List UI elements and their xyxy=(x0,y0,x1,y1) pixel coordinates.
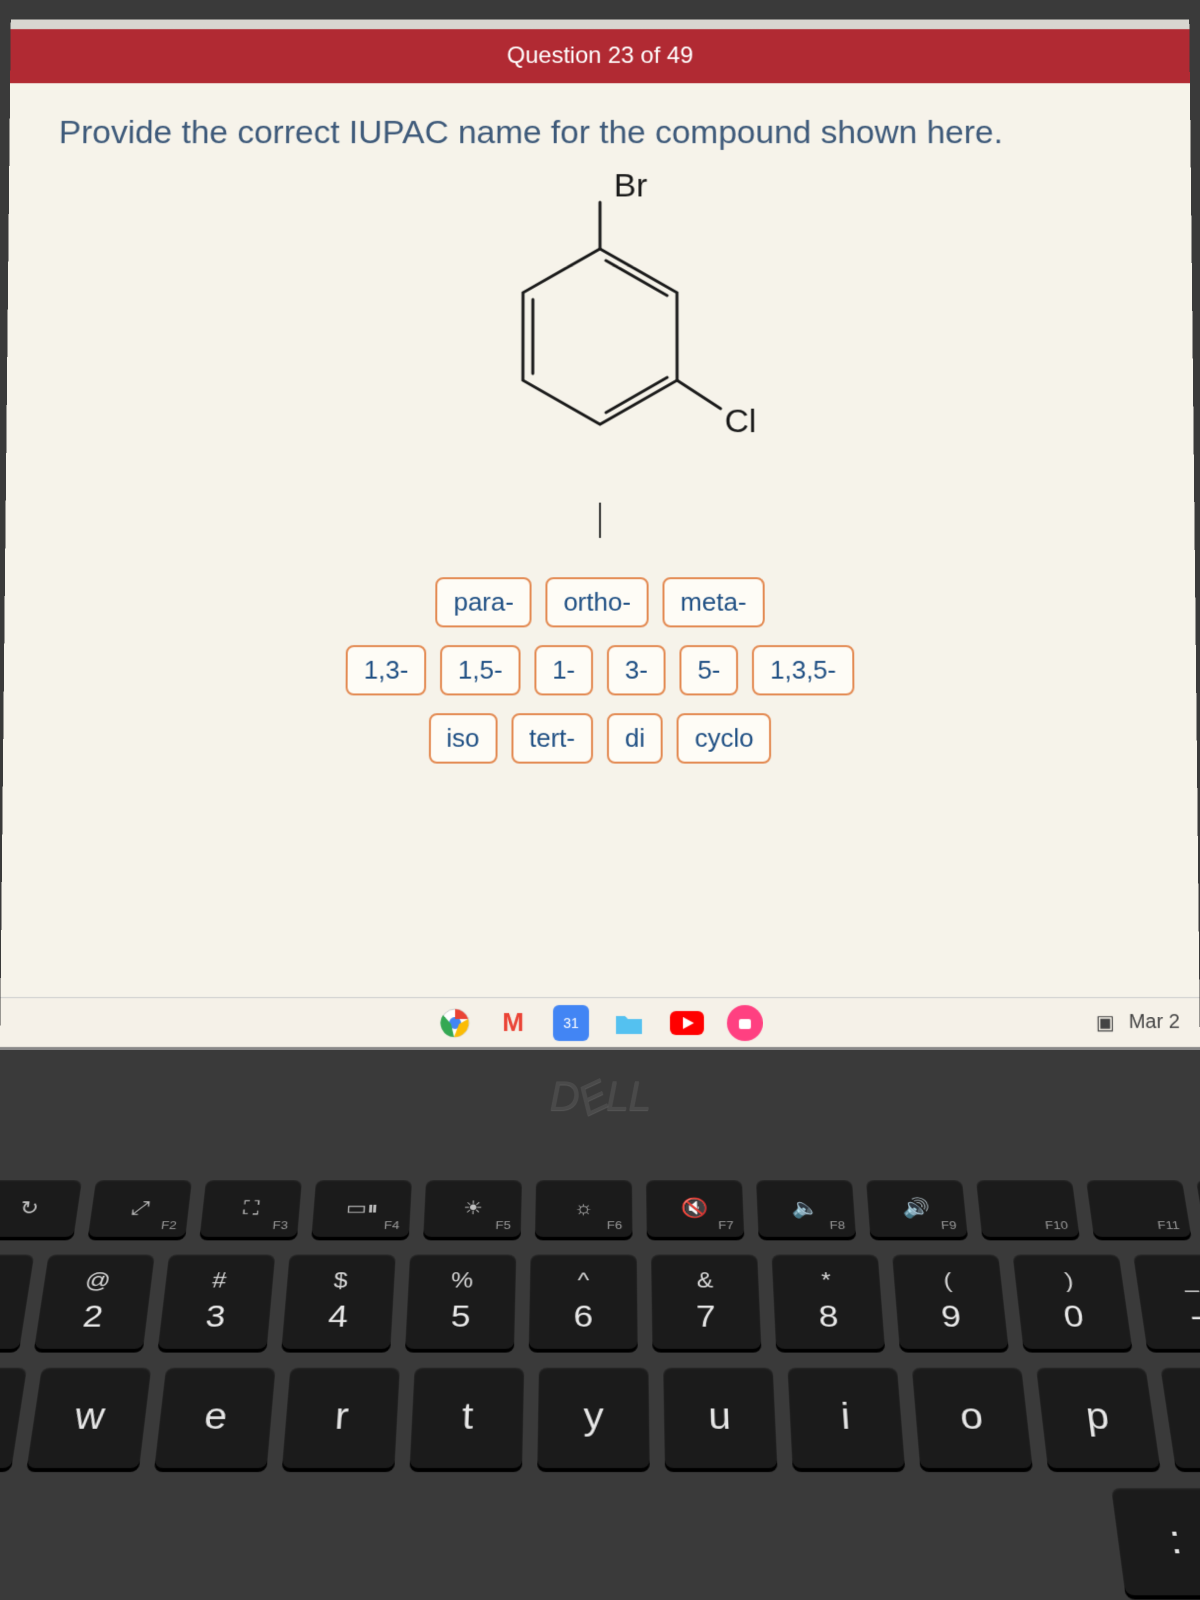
chip-1[interactable]: 1- xyxy=(534,645,593,695)
choice-bank: para- ortho- meta- 1,3- 1,5- 1- 3- 5- 1,… xyxy=(3,577,1197,763)
youtube-icon[interactable] xyxy=(669,1005,705,1041)
benzene-structure: Br Cl xyxy=(422,171,778,493)
chip-1-3[interactable]: 1,3- xyxy=(346,645,426,695)
letter-row: wertyuiop{[ xyxy=(0,1368,1200,1468)
key-r[interactable]: r xyxy=(282,1368,400,1468)
chip-1-5[interactable]: 1,5- xyxy=(440,645,520,695)
key-3[interactable]: #3 xyxy=(158,1254,276,1348)
taskbar: M 31 ▣ Mar 2 xyxy=(0,997,1200,1047)
taskbar-right: ▣ Mar 2 xyxy=(1096,1010,1180,1035)
chip-1-3-5[interactable]: 1,3,5- xyxy=(752,645,854,695)
chip-ortho[interactable]: ortho- xyxy=(546,577,649,627)
key-7[interactable]: &7 xyxy=(651,1254,761,1348)
key-F4[interactable]: ▭⏸F4 xyxy=(311,1180,412,1237)
key-t[interactable]: t xyxy=(410,1368,525,1468)
key-F5[interactable]: ☀F5 xyxy=(423,1180,522,1237)
chip-di[interactable]: di xyxy=(607,713,663,763)
key-u[interactable]: u xyxy=(663,1368,777,1468)
key-6[interactable]: ^6 xyxy=(529,1254,638,1348)
chip-para[interactable]: para- xyxy=(436,577,532,627)
tray-icon[interactable]: ▣ xyxy=(1096,1010,1115,1035)
key-F11[interactable]: F11 xyxy=(1086,1180,1191,1237)
text-caret xyxy=(599,503,601,538)
question-header: Question 23 of 49 xyxy=(10,29,1190,83)
quiz-window: Question 23 of 49 Provide the correct IU… xyxy=(0,29,1200,1047)
key-F8[interactable]: 🔈F8 xyxy=(756,1180,856,1237)
sub-cl-label: Cl xyxy=(725,404,757,441)
key-e[interactable]: e xyxy=(154,1368,275,1468)
store-icon[interactable] xyxy=(727,1005,763,1041)
bottom-row: : xyxy=(0,1488,1200,1595)
key-8[interactable]: *8 xyxy=(772,1254,885,1348)
key-F12[interactable]: ⎙F12 xyxy=(1196,1180,1200,1237)
chip-cyclo[interactable]: cyclo xyxy=(677,713,772,763)
key-F2[interactable]: ⤢F2 xyxy=(88,1180,192,1237)
key-:[interactable]: : xyxy=(1111,1488,1200,1595)
key--[interactable]: _- xyxy=(1133,1254,1200,1348)
chip-iso[interactable]: iso xyxy=(428,713,497,763)
key-o[interactable]: o xyxy=(912,1368,1033,1468)
calendar-icon[interactable]: 31 xyxy=(553,1005,589,1041)
laptop-screen: Question 23 of 49 Provide the correct IU… xyxy=(0,20,1200,1050)
taskbar-date: Mar 2 xyxy=(1129,1011,1180,1034)
key-F3[interactable]: ⛶F3 xyxy=(200,1180,302,1237)
key-F9[interactable]: 🔊F9 xyxy=(866,1180,968,1237)
chrome-icon[interactable] xyxy=(437,1005,473,1041)
fn-row: ↻⤢F2⛶F3▭⏸F4☀F5☼F6🔇F7🔈F8🔊F9F10F11 ⎙F12 xyxy=(0,1180,1200,1237)
keyboard: ↻⤢F2⛶F3▭⏸F4☀F5☼F6🔇F7🔈F8🔊F9F10F11 ⎙F12 @2#… xyxy=(0,1180,1200,1595)
gmail-icon[interactable]: M xyxy=(495,1005,531,1041)
choice-row-1: para- ortho- meta- xyxy=(436,577,765,627)
chip-meta[interactable]: meta- xyxy=(663,577,765,627)
number-row: @2#3$4%5^6&7*8(9)0_-+= xyxy=(0,1254,1200,1348)
choice-row-3: iso tert- di cyclo xyxy=(428,713,771,763)
key-9[interactable]: (9 xyxy=(892,1254,1009,1348)
question-prompt: Provide the correct IUPAC name for the c… xyxy=(9,83,1190,161)
key-F6[interactable]: ☼F6 xyxy=(535,1180,633,1237)
files-icon[interactable] xyxy=(611,1005,647,1041)
key-p[interactable]: p xyxy=(1036,1368,1160,1468)
key-y[interactable]: y xyxy=(537,1368,650,1468)
key-bracket[interactable]: {[ xyxy=(1160,1368,1200,1468)
key-i[interactable]: i xyxy=(787,1368,905,1468)
sub-br-label: Br xyxy=(614,171,647,204)
key-F10[interactable]: F10 xyxy=(976,1180,1080,1237)
key-w[interactable]: w xyxy=(27,1368,152,1468)
chip-3[interactable]: 3- xyxy=(607,645,666,695)
chip-tert[interactable]: tert- xyxy=(511,713,593,763)
compound-figure: Br Cl xyxy=(6,162,1194,493)
key-F7[interactable]: 🔇F7 xyxy=(646,1180,744,1237)
key-5[interactable]: %5 xyxy=(405,1254,516,1348)
key-0[interactable]: )0 xyxy=(1013,1254,1133,1348)
key-fn0[interactable]: ↻ xyxy=(0,1180,82,1237)
answer-input-area[interactable] xyxy=(5,503,1194,538)
chip-5[interactable]: 5- xyxy=(680,645,739,695)
choice-row-2: 1,3- 1,5- 1- 3- 5- 1,3,5- xyxy=(346,645,854,695)
key-4[interactable]: $4 xyxy=(281,1254,395,1348)
question-counter: Question 23 of 49 xyxy=(507,43,693,69)
key-2[interactable]: @2 xyxy=(34,1254,155,1348)
dell-logo: DELL xyxy=(549,1072,650,1120)
